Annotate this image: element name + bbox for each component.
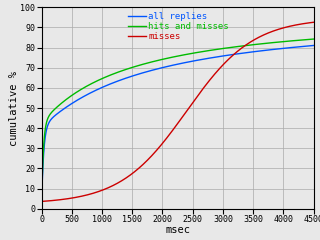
all replies <box>165 65 169 68</box>
Line: misses: misses <box>42 22 314 201</box>
hits and misses <box>40 201 44 204</box>
all replies <box>40 201 44 204</box>
misses <box>304 22 308 25</box>
all replies <box>254 50 258 53</box>
Y-axis label: cumulative %: cumulative % <box>9 71 19 145</box>
Line: all replies: all replies <box>42 46 314 203</box>
misses <box>254 37 258 40</box>
misses <box>304 22 308 25</box>
misses <box>40 200 44 203</box>
hits and misses <box>304 38 308 41</box>
hits and misses <box>304 38 308 41</box>
X-axis label: msec: msec <box>165 225 190 235</box>
misses <box>172 127 176 130</box>
Legend: all replies, hits and misses, misses: all replies, hits and misses, misses <box>128 12 229 42</box>
hits and misses <box>53 107 57 110</box>
all replies <box>172 64 176 66</box>
misses <box>165 137 169 140</box>
all replies <box>312 44 316 47</box>
misses <box>312 21 316 24</box>
all replies <box>304 45 308 48</box>
hits and misses <box>172 55 176 58</box>
Line: hits and misses: hits and misses <box>42 39 314 203</box>
hits and misses <box>165 57 169 60</box>
hits and misses <box>312 38 316 41</box>
hits and misses <box>254 43 258 46</box>
all replies <box>304 45 308 48</box>
all replies <box>53 114 57 117</box>
misses <box>53 199 57 202</box>
